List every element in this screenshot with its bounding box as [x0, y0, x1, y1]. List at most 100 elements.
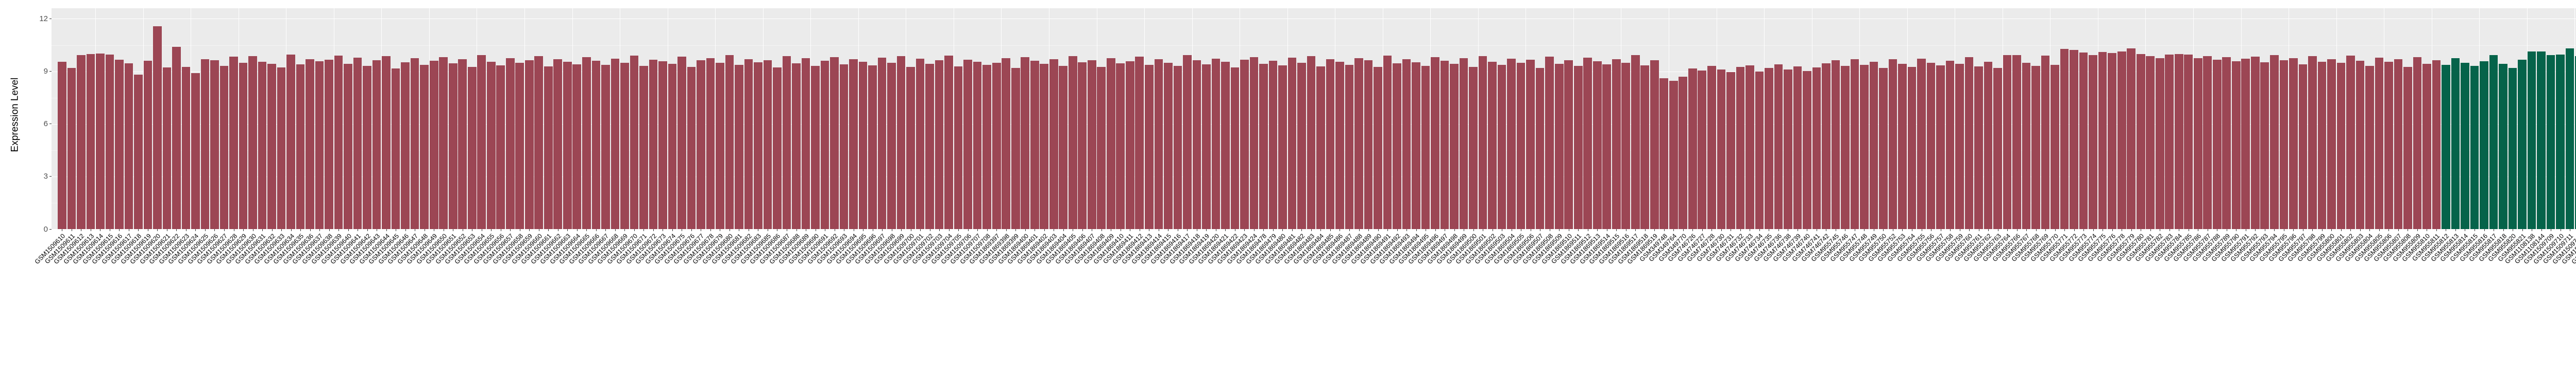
bar[interactable] — [1173, 66, 1182, 229]
bar[interactable] — [315, 61, 324, 229]
bar[interactable] — [1774, 64, 1783, 229]
bar[interactable] — [2184, 54, 2193, 229]
bar[interactable] — [2384, 62, 2393, 229]
bar[interactable] — [2117, 51, 2126, 229]
bar[interactable] — [1192, 60, 1201, 229]
bar[interactable] — [200, 59, 210, 229]
bar[interactable] — [992, 63, 1001, 229]
bar[interactable] — [1402, 59, 1411, 229]
bar[interactable] — [1831, 60, 1840, 229]
bar[interactable] — [143, 61, 152, 229]
bar[interactable] — [496, 65, 505, 229]
bar[interactable] — [1869, 61, 1878, 229]
bar[interactable] — [2556, 54, 2565, 229]
bar[interactable] — [2231, 61, 2241, 229]
bar[interactable] — [611, 59, 620, 229]
bar[interactable] — [2461, 62, 2469, 229]
bar[interactable] — [1002, 58, 1011, 229]
bar[interactable] — [1650, 60, 1659, 229]
bar[interactable] — [239, 62, 248, 229]
bar[interactable] — [1497, 65, 1506, 229]
bar[interactable] — [2222, 57, 2231, 229]
bar[interactable] — [887, 62, 896, 229]
bar[interactable] — [2212, 60, 2222, 229]
bar[interactable] — [1822, 63, 1831, 229]
bar[interactable] — [1707, 66, 1716, 229]
bar[interactable] — [2575, 56, 2576, 229]
bar[interactable] — [858, 62, 868, 229]
bar[interactable] — [754, 62, 762, 229]
bar[interactable] — [229, 56, 238, 229]
bar[interactable] — [134, 74, 143, 229]
bar[interactable] — [1211, 59, 1221, 229]
bar[interactable] — [67, 67, 76, 229]
bar[interactable] — [1669, 81, 1678, 229]
bar[interactable] — [267, 64, 276, 229]
bar[interactable] — [954, 66, 963, 229]
bar[interactable] — [2537, 51, 2546, 229]
bar[interactable] — [744, 59, 753, 229]
bar[interactable] — [1059, 65, 1068, 229]
bar[interactable] — [982, 64, 991, 229]
bar[interactable] — [1230, 67, 1240, 229]
bar[interactable] — [1354, 58, 1363, 229]
bar[interactable] — [306, 59, 314, 229]
bar[interactable] — [830, 57, 839, 229]
bar[interactable] — [1450, 64, 1459, 229]
bar[interactable] — [2050, 64, 2059, 229]
bar[interactable] — [1125, 61, 1134, 229]
bar[interactable] — [925, 63, 934, 229]
bar[interactable] — [1812, 67, 1821, 229]
bar[interactable] — [1526, 60, 1535, 229]
bar[interactable] — [649, 60, 658, 229]
bar[interactable] — [2413, 57, 2422, 229]
bar[interactable] — [181, 66, 191, 229]
bar[interactable] — [2193, 58, 2202, 229]
bar[interactable] — [868, 65, 877, 229]
bar[interactable] — [782, 56, 791, 229]
bar[interactable] — [1993, 67, 2002, 229]
bar[interactable] — [58, 61, 66, 229]
bar[interactable] — [2308, 56, 2317, 229]
bar[interactable] — [1249, 57, 1259, 229]
bar[interactable] — [1431, 57, 1439, 229]
bar[interactable] — [2127, 48, 2136, 229]
bar[interactable] — [1164, 62, 1173, 229]
bar[interactable] — [2317, 61, 2327, 229]
bar[interactable] — [773, 67, 782, 229]
bar[interactable] — [458, 59, 467, 229]
bar[interactable] — [2098, 52, 2107, 229]
bar[interactable] — [2079, 53, 2088, 229]
bar[interactable] — [1183, 55, 1192, 229]
bar[interactable] — [1221, 62, 1230, 229]
bar[interactable] — [1564, 60, 1573, 229]
bar[interactable] — [1259, 63, 1268, 229]
bar[interactable] — [2508, 67, 2517, 229]
bar[interactable] — [1917, 59, 1926, 229]
bar[interactable] — [1726, 72, 1735, 229]
bar[interactable] — [591, 61, 601, 229]
bar[interactable] — [1478, 56, 1487, 229]
bar[interactable] — [1659, 78, 1669, 229]
bar[interactable] — [1898, 63, 1907, 229]
bar[interactable] — [2136, 54, 2145, 229]
bar[interactable] — [524, 60, 534, 229]
bar[interactable] — [2289, 58, 2298, 229]
bar[interactable] — [849, 59, 858, 229]
bar[interactable] — [210, 60, 219, 229]
bar[interactable] — [191, 73, 200, 229]
bar[interactable] — [1268, 61, 1278, 229]
bar[interactable] — [601, 64, 610, 229]
bar[interactable] — [2327, 59, 2336, 229]
bar[interactable] — [963, 60, 972, 229]
bar[interactable] — [1202, 64, 1211, 229]
bar[interactable] — [1021, 57, 1030, 229]
bar[interactable] — [344, 63, 352, 229]
bar[interactable] — [2489, 55, 2498, 229]
bar[interactable] — [916, 59, 925, 229]
bar[interactable] — [2041, 55, 2050, 229]
bar[interactable] — [1765, 67, 1773, 229]
bar[interactable] — [896, 56, 906, 229]
bar[interactable] — [96, 53, 105, 229]
bar[interactable] — [1602, 64, 1612, 229]
